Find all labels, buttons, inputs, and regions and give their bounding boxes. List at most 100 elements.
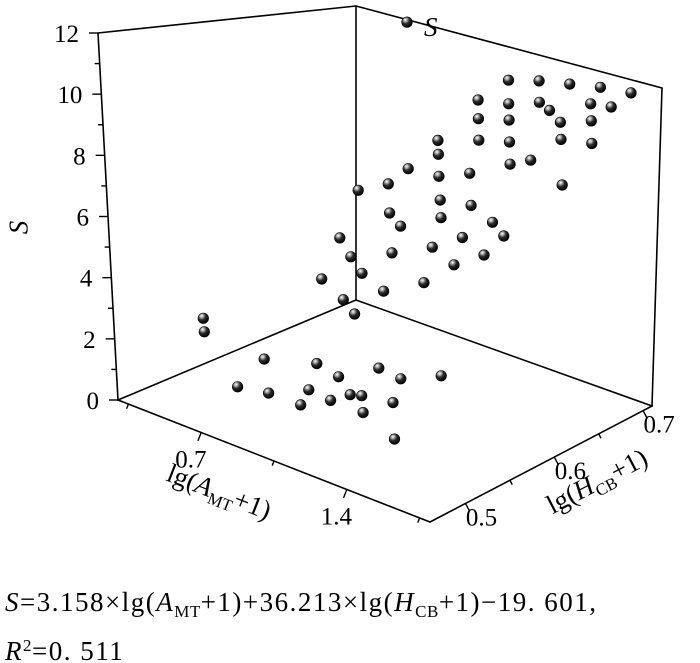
equation-part: +1)+36.213×lg(	[200, 587, 395, 617]
tick-label: 2	[83, 327, 96, 354]
data-point	[434, 194, 446, 206]
data-point	[258, 353, 270, 365]
data-point	[564, 78, 576, 90]
tick-label: 10	[57, 82, 82, 109]
tick-mark	[553, 456, 560, 466]
data-point	[594, 81, 607, 93]
data-point	[586, 137, 598, 150]
data-point	[325, 394, 337, 407]
tick-label: 12	[54, 21, 79, 48]
data-point	[465, 199, 477, 211]
data-point	[503, 98, 515, 110]
tick-label: 6	[77, 205, 90, 232]
equation-part: R	[5, 636, 23, 663]
data-point	[386, 247, 398, 259]
data-point	[426, 241, 438, 253]
tick-mark	[509, 479, 513, 485]
tick-mark	[342, 489, 348, 499]
box-edge	[97, 5, 357, 34]
data-points	[197, 16, 637, 445]
tick-mark	[642, 410, 648, 419]
data-point	[316, 273, 328, 285]
data-point	[478, 249, 490, 261]
data-point	[344, 389, 356, 401]
data-point	[333, 371, 345, 383]
z-axis-title: S	[3, 220, 34, 235]
data-point	[311, 358, 323, 370]
data-point	[295, 399, 307, 411]
data-point	[585, 98, 597, 110]
box-edge	[429, 405, 653, 523]
data-point	[448, 259, 460, 271]
data-point	[472, 113, 485, 125]
data-point	[382, 178, 394, 190]
tick-mark	[598, 433, 602, 439]
tick-mark	[417, 517, 421, 523]
data-point	[543, 104, 556, 116]
tick-mark	[197, 432, 202, 442]
equation-part: 2	[23, 636, 32, 655]
data-point	[435, 370, 447, 382]
data-point	[197, 312, 209, 324]
data-point	[198, 326, 210, 338]
data-point	[605, 101, 617, 113]
data-point	[334, 232, 346, 244]
data-point	[349, 308, 361, 320]
box-edge	[355, 299, 653, 407]
data-point	[502, 74, 515, 86]
equation-part: CB	[415, 602, 439, 621]
data-point	[345, 251, 357, 263]
tick-mark	[271, 460, 275, 466]
data-point	[373, 362, 385, 374]
data-point	[585, 115, 597, 127]
box-edge	[651, 87, 663, 407]
data-point	[555, 133, 567, 145]
data-point	[433, 170, 445, 182]
data-point	[418, 277, 430, 289]
data-point	[432, 148, 445, 160]
box-edge	[117, 299, 357, 401]
data-point	[388, 433, 401, 445]
data-point	[556, 179, 568, 191]
data-point	[503, 114, 515, 126]
data-point	[232, 381, 244, 393]
equation-part: S	[5, 587, 20, 617]
equation-part: H	[394, 587, 416, 617]
equation-line-2: R2=0. 511	[5, 629, 598, 663]
equation-part: +1)−19. 601,	[438, 587, 598, 617]
tick-label: 1.4	[321, 504, 353, 531]
x-axis-title: lg(AMT+1)	[161, 458, 275, 529]
data-point	[472, 94, 484, 106]
tick-label: 0.5	[466, 504, 497, 531]
tick-mark	[464, 503, 471, 512]
data-point	[554, 116, 567, 128]
data-point	[378, 285, 390, 297]
data-point	[435, 212, 447, 224]
data-point	[395, 373, 407, 385]
tick-marks	[89, 32, 648, 523]
data-point	[337, 294, 349, 306]
data-point	[395, 220, 407, 232]
tick-label: 4	[80, 266, 93, 293]
equation-part: MT	[174, 602, 201, 621]
data-point	[525, 154, 537, 166]
data-point	[263, 387, 275, 399]
data-point	[456, 231, 469, 244]
data-point	[356, 390, 368, 402]
tick-label: 0.6	[555, 458, 586, 485]
equation-line-1: S=3.158×lg(AMT+1)+36.213×lg(HCB+1)−19. 6…	[5, 585, 598, 629]
data-point	[303, 384, 315, 396]
regression-equation: S=3.158×lg(AMT+1)+36.213×lg(HCB+1)−19. 6…	[5, 585, 598, 663]
data-point	[357, 407, 369, 419]
equation-part: A	[156, 587, 175, 617]
tick-label: 8	[73, 143, 86, 170]
data-point	[387, 397, 399, 409]
data-point	[356, 267, 368, 279]
data-point	[464, 167, 476, 179]
data-point	[503, 136, 516, 148]
equation-part: =0. 511	[32, 636, 125, 663]
tick-label: 0.7	[175, 447, 206, 474]
data-point	[533, 96, 546, 108]
